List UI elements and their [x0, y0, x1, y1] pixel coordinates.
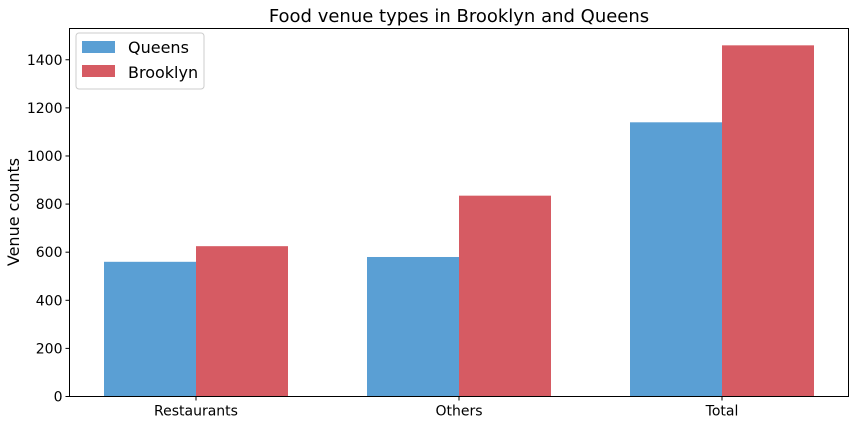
x-tick-label-total: Total [705, 404, 739, 420]
legend-label-queens: Queens [128, 38, 189, 57]
bar-brooklyn-total [722, 45, 814, 397]
y-tick-label-1400: 1400 [27, 53, 63, 69]
y-tick-label-600: 600 [36, 245, 63, 261]
bar-queens-restaurants [104, 261, 196, 397]
bar-brooklyn-restaurants [196, 246, 288, 397]
y-tick-label-1200: 1200 [27, 101, 63, 117]
x-tick-label-restaurants: Restaurants [154, 404, 238, 420]
legend-swatch-brooklyn [82, 65, 115, 77]
y-axis-label: Venue counts [4, 158, 23, 266]
y-tick-label-400: 400 [36, 293, 63, 309]
bar-brooklyn-others [459, 195, 551, 397]
legend-swatch-queens [82, 41, 115, 53]
y-tick-label-1000: 1000 [27, 149, 63, 165]
bar-queens-total [630, 122, 722, 397]
y-tick-label-200: 200 [36, 341, 63, 357]
legend: Queens Brooklyn [75, 32, 205, 90]
y-tick-label-0: 0 [54, 390, 63, 406]
bar-group [104, 45, 814, 397]
y-tick-label-800: 800 [36, 197, 63, 213]
chart-title: Food venue types in Brooklyn and Queens [269, 6, 649, 27]
bar-queens-others [367, 256, 459, 397]
x-tick-label-others: Others [435, 404, 482, 420]
axis-ticks: Restaurants Others Total 0 200 400 600 800 1000 1… [27, 53, 738, 420]
plot-frame [69, 28, 849, 397]
legend-label-brooklyn: Brooklyn [128, 63, 198, 82]
